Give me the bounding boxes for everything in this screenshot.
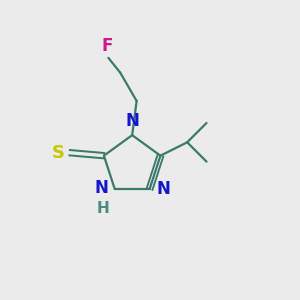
Text: N: N — [156, 180, 170, 198]
Text: N: N — [125, 112, 140, 130]
Text: N: N — [94, 179, 108, 197]
Text: S: S — [52, 144, 65, 162]
Text: F: F — [101, 38, 112, 56]
Text: H: H — [96, 201, 109, 216]
